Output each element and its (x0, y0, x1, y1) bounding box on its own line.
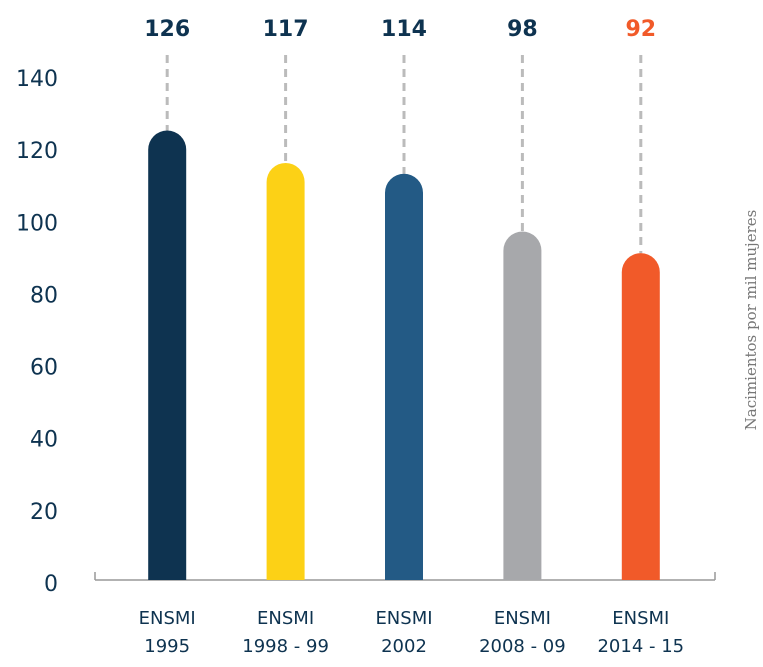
y-axis-label: Nacimientos por mil mujeres (742, 210, 760, 431)
bar (266, 162, 305, 580)
y-tick-label: 60 (30, 356, 58, 381)
bar (503, 231, 542, 580)
bar (385, 173, 423, 581)
value-label: 117 (263, 17, 309, 42)
x-tick-label: ENSMI 2002 (375, 608, 433, 657)
x-tick-label: ENSMI 2014 - 15 (597, 608, 685, 657)
x-tick-label: ENSMI 1995 (138, 608, 196, 657)
y-tick-label: 0 (44, 572, 58, 597)
value-label: 92 (625, 17, 656, 42)
y-tick-label: 20 (30, 500, 58, 525)
y-tick-label: 100 (16, 211, 58, 236)
x-tick-label: ENSMI 2008 - 09 (479, 608, 566, 657)
x-tick-label: ENSMI 1998 - 99 (242, 608, 329, 657)
value-label: 126 (144, 17, 190, 42)
value-label: 114 (381, 17, 427, 42)
y-tick-label: 80 (30, 283, 58, 308)
bar (621, 253, 660, 580)
value-label: 98 (507, 17, 538, 42)
y-tick-label: 140 (16, 67, 58, 92)
y-tick-label: 40 (30, 428, 58, 453)
bar (148, 130, 187, 580)
y-tick-label: 120 (16, 139, 58, 164)
